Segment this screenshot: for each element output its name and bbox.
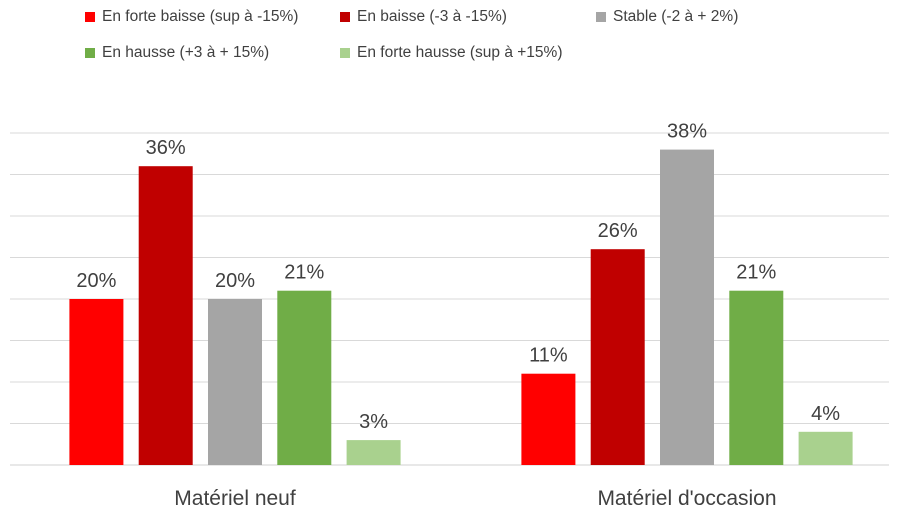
legend-swatch-icon [596, 12, 606, 22]
bar [346, 440, 401, 465]
data-label: 21% [284, 262, 324, 284]
data-label: 3% [359, 411, 388, 433]
legend-label: En baisse (-3 à -15%) [357, 8, 507, 25]
legend-swatch-icon [85, 48, 95, 58]
data-label: 20% [76, 270, 116, 292]
legend-label: En hausse (+3 à + 15%) [102, 44, 270, 61]
data-label: 4% [811, 403, 840, 425]
legend-item-baisse: En baisse (-3 à -15%) [340, 8, 507, 26]
legend-item-hausse: En hausse (+3 à + 15%) [85, 44, 269, 62]
bar [521, 373, 576, 465]
data-label: 21% [736, 262, 776, 284]
data-label: 11% [529, 345, 568, 367]
bar [138, 166, 193, 465]
bar [590, 249, 645, 465]
legend-swatch-icon [85, 12, 95, 22]
bar [277, 290, 332, 465]
category-label: Matériel neuf [174, 487, 296, 510]
data-label: 26% [598, 220, 638, 242]
legend-swatch-icon [340, 48, 350, 58]
legend-item-forte-hausse: En forte hausse (sup à +15%) [340, 44, 563, 62]
legend-item-forte-baisse: En forte baisse (sup à -15%) [85, 8, 298, 26]
bar [208, 299, 262, 465]
legend-label: En forte hausse (sup à +15%) [357, 44, 563, 61]
legend-swatch-icon [340, 12, 350, 22]
category-label: Matériel d'occasion [597, 487, 776, 510]
bar [729, 290, 784, 465]
data-label: 38% [667, 121, 707, 143]
legend-label: En forte baisse (sup à -15%) [102, 8, 299, 25]
legend-label: Stable (-2 à + 2%) [613, 8, 739, 25]
data-label: 20% [215, 270, 255, 292]
bar [69, 299, 124, 465]
bar [798, 431, 853, 465]
chart-legend: En forte baisse (sup à -15%) En baisse (… [0, 0, 899, 80]
legend-item-stable: Stable (-2 à + 2%) [596, 8, 738, 26]
data-label: 36% [146, 137, 186, 159]
bar [660, 149, 714, 465]
